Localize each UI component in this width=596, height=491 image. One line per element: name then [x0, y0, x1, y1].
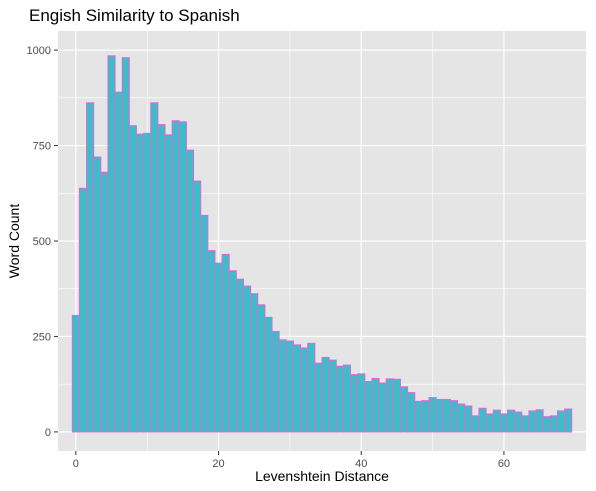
histogram-bar [399, 386, 409, 433]
histogram-bar [171, 120, 180, 433]
histogram-bar [457, 403, 466, 433]
y-tick-label: 750 [33, 141, 51, 153]
histogram-bar [385, 378, 394, 433]
histogram-bar [421, 400, 430, 433]
histogram-bar [214, 262, 223, 433]
histogram-bar [107, 55, 116, 433]
y-axis-title: Word Count [6, 204, 22, 279]
histogram-bar [392, 378, 401, 433]
histogram-bar [71, 314, 80, 433]
histogram-bar [499, 413, 509, 433]
histogram-bar [449, 400, 459, 433]
histogram-bar [150, 102, 159, 433]
histogram-bar [371, 377, 380, 433]
histogram-bar [250, 293, 259, 433]
histogram-bar [157, 124, 166, 433]
histogram-bar [185, 149, 195, 433]
histogram-bar [86, 102, 95, 433]
histogram-bar [485, 413, 494, 433]
histogram-bar [528, 410, 537, 433]
histogram-bar [407, 392, 416, 433]
x-axis-title: Levenshtein Distance [255, 468, 389, 484]
histogram-bar [78, 187, 88, 433]
histogram-bar [542, 416, 551, 433]
y-tick-label: 1000 [27, 45, 51, 57]
x-tick-label: 20 [212, 458, 224, 470]
histogram-bar [228, 270, 237, 433]
chart-title: Engish Similarity to Spanish [29, 6, 240, 25]
histogram-bar [357, 373, 366, 433]
histogram-bar [193, 180, 202, 433]
histogram-bar [564, 408, 573, 433]
histogram-bar [235, 278, 245, 433]
histogram-bar [521, 415, 530, 433]
y-tick-label: 0 [45, 427, 51, 439]
histogram-bars [71, 55, 573, 433]
histogram-bar [278, 339, 287, 433]
histogram-bar [514, 411, 523, 433]
histogram-bar [292, 344, 302, 433]
y-tick-label: 250 [33, 331, 51, 343]
histogram-bar [257, 304, 266, 433]
x-tick-label: 40 [355, 458, 367, 470]
histogram-bar [342, 364, 352, 433]
histogram-bar [535, 409, 544, 433]
histogram-bar [100, 171, 109, 433]
histogram-bar [478, 407, 487, 433]
histogram-bar [314, 362, 323, 433]
histogram-bar [121, 57, 130, 433]
histogram-bar [350, 374, 359, 433]
histogram-bar [414, 400, 423, 433]
histogram-bar [114, 91, 123, 433]
histogram-bar [321, 356, 330, 433]
histogram-bar [221, 253, 230, 433]
x-tick-label: 0 [73, 458, 79, 470]
histogram-bar [143, 132, 152, 433]
histogram-bar [507, 409, 516, 433]
histogram-bar [556, 410, 566, 433]
histogram-bar [307, 342, 316, 433]
y-tick-label: 500 [33, 236, 51, 248]
histogram-bar [243, 285, 252, 433]
histogram-bar [435, 398, 444, 433]
histogram-bar [93, 156, 102, 433]
histogram-bar [271, 330, 280, 433]
histogram-bar [328, 359, 337, 433]
histogram-bar [471, 415, 480, 433]
histogram-bar [285, 340, 294, 433]
histogram-bar [492, 409, 501, 433]
histogram-bar [207, 250, 216, 433]
x-tick-label: 60 [498, 458, 510, 470]
histogram-bar [428, 397, 437, 433]
histogram-bar [549, 415, 558, 433]
histogram-bar [300, 347, 309, 433]
histogram-bar [164, 134, 173, 433]
histogram-bar [200, 214, 209, 433]
histogram-bar [442, 398, 451, 433]
axis-ticks: 0 250 500 750 1000 0 20 40 60 [27, 45, 511, 470]
histogram-bar [378, 382, 387, 433]
histogram-bar [135, 133, 145, 433]
histogram-bar [264, 316, 273, 433]
histogram-bar [128, 125, 137, 433]
histogram-bar [178, 121, 187, 433]
histogram-bar [335, 365, 344, 433]
histogram-bar [464, 405, 473, 433]
histogram-bar [364, 381, 373, 433]
